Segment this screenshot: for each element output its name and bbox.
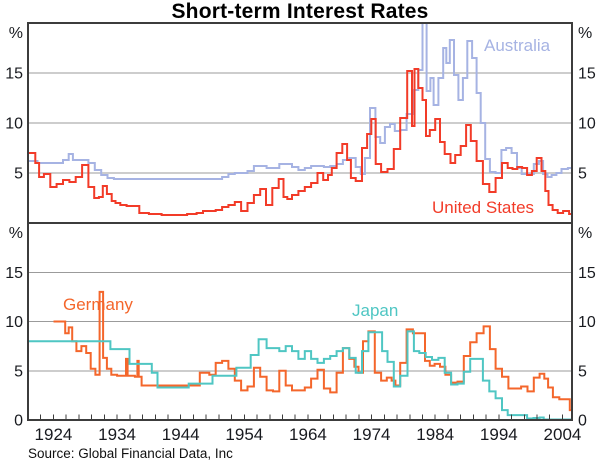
- x-axis-year-label: 1954: [225, 425, 263, 444]
- y-axis-label-left: 10: [5, 116, 23, 133]
- series-label-australia: Australia: [484, 36, 551, 55]
- y-axis-unit-right: %: [578, 25, 592, 42]
- y-axis-label-left: 10: [5, 314, 23, 331]
- y-axis-label-left: 15: [5, 265, 23, 282]
- y-axis-label-right: 15: [578, 265, 596, 282]
- series-label-japan: Japan: [352, 301, 399, 320]
- y-axis-label-right: 10: [578, 314, 596, 331]
- y-axis-label-left: 15: [5, 66, 23, 83]
- y-axis-label-right: 5: [578, 166, 587, 183]
- y-axis-label-right: 15: [578, 66, 596, 83]
- series-label-germany: Germany: [63, 295, 133, 314]
- y-axis-label-left: 0: [14, 413, 23, 430]
- series-line-japan: [28, 330, 572, 420]
- series-label-united-states: United States: [432, 198, 535, 217]
- series-line-australia: [28, 23, 572, 180]
- x-axis-year-label: 2004: [544, 425, 582, 444]
- series-line-united-states: [28, 68, 572, 216]
- y-axis-unit-left: %: [9, 225, 23, 242]
- y-axis-label-left: 5: [14, 363, 23, 380]
- x-axis-year-label: 1944: [162, 425, 200, 444]
- y-axis-label-right: 0: [578, 413, 587, 430]
- source-note: Source: Global Financial Data, Inc: [28, 446, 233, 461]
- y-axis-label-right: 10: [578, 116, 596, 133]
- x-axis-year-label: 1934: [98, 425, 136, 444]
- x-axis-year-label: 1974: [353, 425, 391, 444]
- y-axis-unit-right: %: [578, 225, 592, 242]
- y-axis-label-right: 5: [578, 363, 587, 380]
- x-axis-year-label: 1984: [416, 425, 454, 444]
- y-axis-unit-left: %: [9, 25, 23, 42]
- series-line-germany: [53, 290, 572, 412]
- chart-title: Short-term Interest Rates: [171, 0, 429, 23]
- x-axis-year-label: 1924: [35, 425, 73, 444]
- panel-border-bottom: [27, 222, 573, 421]
- x-axis-year-label: 1964: [289, 425, 327, 444]
- x-axis-year-label: 1994: [480, 425, 518, 444]
- y-axis-label-left: 5: [14, 166, 23, 183]
